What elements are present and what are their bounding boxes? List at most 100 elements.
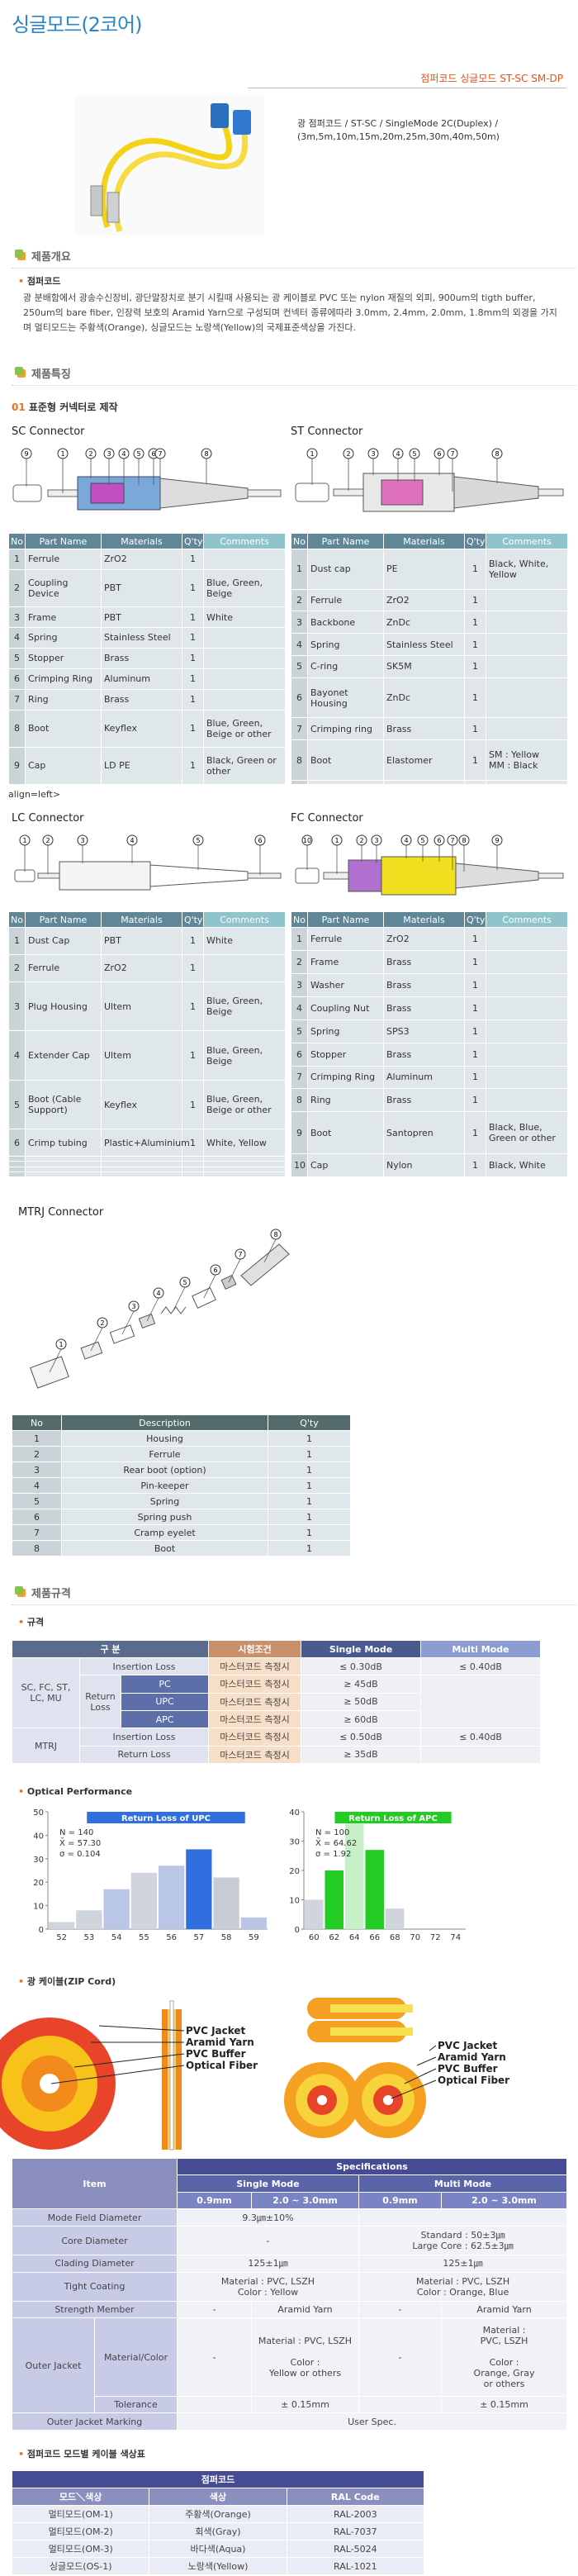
cell: Coupling Nut — [307, 996, 384, 1020]
zip-side — [330, 2004, 413, 2013]
row: 3 Washer Brass 1 — [291, 972, 568, 997]
row: 3 Backbone ZnDc 1 — [291, 611, 568, 634]
cell: APC — [120, 1709, 210, 1729]
header-cell: Comments — [486, 533, 568, 549]
cell: Standard : 50±3㎛ Large Core : 62.5±3㎛ — [358, 2225, 568, 2256]
x-tick-label: 56 — [166, 1933, 177, 1942]
cell: Black, White, Yellow — [486, 549, 568, 590]
header-cell: No — [12, 1414, 62, 1431]
row: Clading Diameter 125±1㎛ 125±1㎛ — [12, 2255, 568, 2273]
callout-number: 5 — [412, 450, 416, 458]
part — [37, 872, 60, 879]
header-cell: Single Mode — [177, 2174, 359, 2193]
callout-number: 1 — [310, 450, 314, 458]
cell: Core Diameter — [12, 2225, 178, 2256]
cable-spec-table: Item Specifications Single Mode Multi Mode… — [12, 2157, 568, 2431]
cell: - — [177, 2300, 252, 2319]
cell: PBT — [101, 606, 182, 628]
cell: 1 — [268, 1524, 351, 1541]
cell: Insertion Loss — [78, 1728, 210, 1747]
y-tick-label: 40 — [289, 1808, 300, 1818]
cell: - — [358, 2317, 442, 2397]
cell: White — [203, 927, 286, 955]
callout-number: 7 — [238, 1251, 242, 1258]
leader-line — [228, 1258, 241, 1283]
cell: 5 — [291, 655, 308, 678]
connector-title: FC Connector — [291, 812, 363, 825]
cell: 1 — [182, 668, 204, 690]
cell: SM : Yellow MM : Black — [486, 739, 568, 781]
callout-number: 8 — [273, 1231, 277, 1238]
callout-circle — [409, 448, 420, 459]
callout-circle — [19, 834, 31, 846]
row: 10 Cap Nylon 1 Black, White — [291, 1153, 568, 1178]
row: 7 Cramp eyelet 1 — [12, 1524, 351, 1541]
st-plug — [107, 192, 120, 223]
cell: 1 — [268, 1540, 351, 1557]
x-tick-label: 53 — [84, 1933, 95, 1942]
callout-number: 5 — [196, 837, 200, 844]
row: 점퍼코드 — [12, 2470, 424, 2488]
header-cell: No — [8, 911, 26, 928]
cell: Aluminum — [101, 668, 182, 690]
cell: SK5M — [383, 655, 465, 678]
cell: Brass — [101, 688, 182, 711]
cell: 1 — [268, 1446, 351, 1462]
connector-title: MTRJ Connector — [18, 1206, 104, 1219]
y-tick-label: 10 — [33, 1903, 44, 1912]
header-cell: Q'ty — [464, 911, 486, 928]
cell: RAL-7037 — [286, 2522, 425, 2540]
cell: - — [177, 2317, 252, 2397]
header-cell: Part Name — [307, 911, 384, 928]
cell: 1 — [464, 996, 486, 1020]
sc-plug — [233, 110, 251, 135]
cell: 1 — [464, 1153, 486, 1178]
callout-circle — [434, 834, 445, 846]
cell: Crimping Ring — [25, 668, 102, 690]
cell: Blue, Green, Beige or other — [203, 709, 286, 748]
callout-circle — [371, 834, 382, 846]
cell — [203, 668, 286, 690]
cable — [112, 127, 249, 233]
cell — [182, 1171, 204, 1178]
cell: PBT — [101, 568, 182, 608]
callout-number: 9 — [24, 450, 28, 458]
cell: RAL-5024 — [286, 2540, 425, 2558]
cell: ≥ 60dB — [301, 1709, 422, 1729]
cell: Spring — [307, 1019, 384, 1043]
cell — [203, 549, 286, 570]
fiber — [317, 2095, 327, 2105]
bar — [159, 1865, 185, 1929]
feature-number: 01 — [12, 402, 26, 413]
row: 4 Spring Stainless Steel 1 — [291, 633, 568, 657]
cell: Bayonet Housing — [307, 677, 384, 719]
stat-label: N = 140 — [59, 1828, 93, 1837]
cell — [486, 1042, 568, 1067]
row: 8 Boot Elastomer 1 SM : Yellow MM : Black — [291, 739, 568, 781]
row: 멀티모드(OM-2) 회색(Gray) RAL-7037 — [11, 2522, 425, 2540]
callout-circle — [57, 448, 69, 459]
bar — [345, 1823, 364, 1929]
cell: Blue, Green, Beige — [203, 568, 286, 608]
cell: 7 — [291, 717, 308, 741]
cell: 마스터코드 측정시 — [208, 1656, 302, 1676]
cell — [486, 677, 568, 719]
callout-circle — [392, 448, 404, 459]
stat-label: σ = 0.104 — [59, 1850, 101, 1859]
cell: 주황색(Orange) — [149, 2505, 287, 2523]
callout-circle — [331, 834, 343, 846]
y-tick-label: 0 — [39, 1926, 44, 1935]
row: 6 Spring push 1 — [12, 1509, 351, 1525]
cell — [486, 633, 568, 657]
cell: Brass — [383, 949, 465, 974]
callout-number: 3 — [374, 837, 378, 844]
x-tick-label: 68 — [390, 1933, 400, 1942]
cell: 1 — [182, 1030, 204, 1081]
cell: Black, Blue, Green or other — [486, 1111, 568, 1154]
y-tick-label: 30 — [289, 1838, 300, 1847]
callout-circle — [306, 448, 318, 459]
part — [295, 482, 329, 502]
cell — [486, 996, 568, 1020]
cell — [307, 779, 384, 786]
callout-number: 6 — [151, 450, 155, 458]
